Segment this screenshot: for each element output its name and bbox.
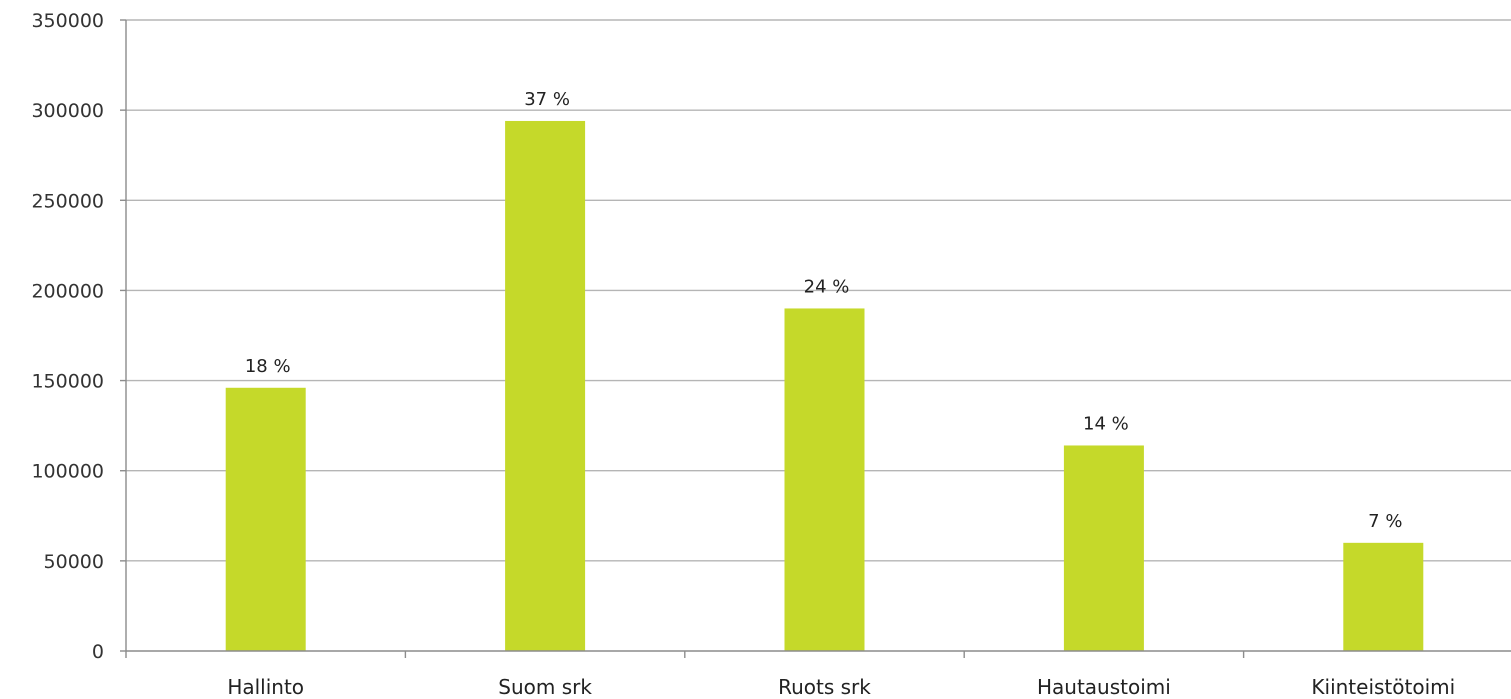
bar	[505, 120, 586, 651]
y-tick-label: 300000	[31, 100, 104, 122]
x-tick-label: Kiinteistötoimi	[1311, 675, 1455, 699]
bar	[1343, 542, 1424, 651]
bar	[225, 387, 306, 651]
data-label: 14 %	[1083, 413, 1129, 434]
data-label: 24 %	[804, 276, 850, 297]
x-tick-labels: Hallinto Suom srk Ruots srk Hautaustoimi Kii…	[227, 675, 1455, 699]
bar	[1063, 445, 1144, 651]
data-label: 37 %	[524, 89, 570, 110]
data-labels: 18 % 37 % 24 % 14 % 7 %	[245, 89, 1403, 532]
data-label: 18 %	[245, 356, 291, 377]
y-tick-label: 200000	[31, 280, 104, 302]
bar	[784, 308, 865, 651]
y-tick-labels: 0 50000 100000 150000 200000 250000 300000 3500…	[31, 10, 104, 663]
y-tick-label: 250000	[31, 190, 104, 212]
bars	[225, 120, 1424, 651]
y-tick-label: 100000	[31, 461, 104, 483]
y-tick-label: 150000	[31, 371, 104, 393]
y-tick-label: 50000	[44, 551, 104, 573]
x-tick-label: Ruots srk	[778, 675, 871, 699]
x-tick-label: Hallinto	[227, 675, 304, 699]
data-label: 7 %	[1368, 511, 1402, 532]
y-tick-label: 350000	[31, 10, 104, 32]
axes	[120, 19, 1511, 658]
y-tick-label: 0	[92, 641, 104, 663]
x-tick-label: Hautaustoimi	[1037, 675, 1171, 699]
x-tick-label: Suom srk	[498, 675, 592, 699]
